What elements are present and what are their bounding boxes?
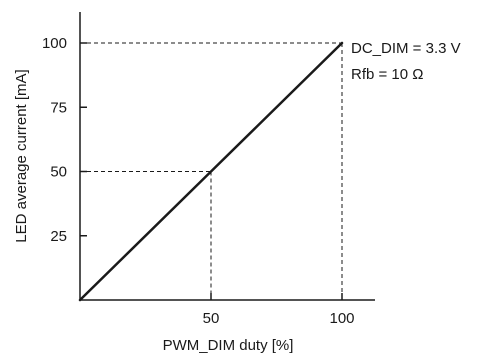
x-tick-label-0: 50	[203, 310, 220, 327]
annotation-rfb: Rfb = 10 Ω	[351, 66, 424, 83]
y-tick-label-2: 75	[50, 99, 67, 116]
x-tick-label-1: 100	[329, 310, 354, 327]
x-axis-label: PWM_DIM duty [%]	[163, 337, 294, 354]
ticks: 50 100 25 50 75 100	[42, 35, 355, 327]
axes	[79, 12, 375, 301]
y-axis-label: LED average current [mA]	[13, 69, 30, 242]
y-tick-label-1: 50	[50, 164, 67, 181]
y-tick-label-0: 25	[50, 228, 67, 245]
guide-lines	[80, 42, 343, 300]
series-group	[78, 41, 344, 302]
annotation-dc-dim: DC_DIM = 3.3 V	[351, 40, 461, 57]
y-tick-label-3: 100	[42, 35, 67, 52]
series-line-0	[78, 41, 344, 302]
